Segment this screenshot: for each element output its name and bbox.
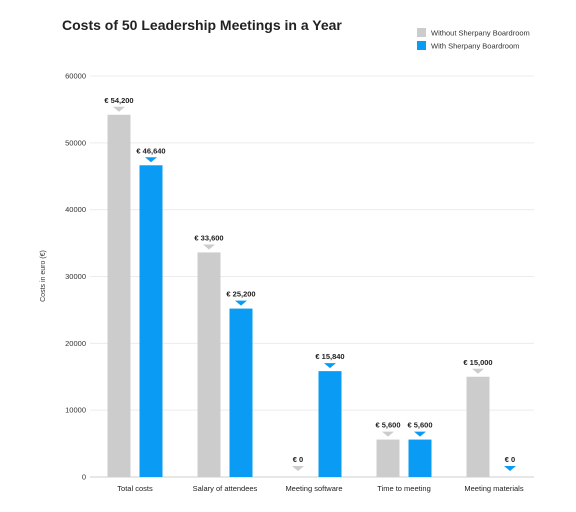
gridlines — [90, 75, 534, 478]
value-marker — [145, 157, 157, 163]
data-label: € 0 — [505, 455, 515, 464]
bar — [139, 165, 163, 477]
x-axis-categories: Total costs Salary of attendees Meeting so… — [117, 484, 524, 493]
x-category-label: Salary of attendees — [193, 484, 258, 493]
y-tick-label: 30000 — [65, 272, 86, 281]
legend-swatch-with — [417, 41, 426, 50]
bar — [318, 371, 342, 477]
x-category-label: Time to meeting — [377, 484, 431, 493]
y-tick-label: 0 — [82, 473, 86, 482]
y-tick-label: 40000 — [65, 205, 86, 214]
value-marker — [203, 244, 215, 250]
data-label: € 46,640 — [136, 146, 165, 155]
value-marker — [113, 106, 125, 112]
legend: Without Sherpany Boardroom With Sherpany… — [417, 28, 530, 51]
chart-title: Costs of 50 Leadership Meetings in a Yea… — [62, 17, 342, 33]
y-tick-label: 10000 — [65, 406, 86, 415]
bar — [408, 439, 432, 477]
data-label: € 54,200 — [104, 96, 133, 105]
value-marker — [414, 431, 426, 437]
y-tick-label: 60000 — [65, 72, 86, 81]
y-axis-ticks: 0 10000 20000 30000 40000 50000 60000 — [65, 72, 86, 482]
y-tick-label: 20000 — [65, 339, 86, 348]
legend-label-without: Without Sherpany Boardroom — [431, 29, 530, 38]
legend-swatch-without — [417, 28, 426, 37]
x-category-label: Meeting materials — [464, 484, 523, 493]
data-label: € 33,600 — [194, 233, 223, 242]
data-label: € 15,840 — [315, 352, 344, 361]
value-marker — [235, 300, 247, 306]
data-label: € 25,200 — [226, 290, 255, 299]
bars: € 54,200 € 46,640 € 33,600 € 25,200 € 0 € 15,… — [104, 96, 516, 477]
value-marker — [472, 368, 484, 374]
y-axis-label: Costs in euro (€) — [40, 250, 47, 302]
bar — [466, 376, 490, 477]
data-label: € 5,600 — [407, 421, 432, 430]
value-marker — [292, 466, 304, 471]
bar — [229, 308, 253, 477]
value-marker — [324, 363, 336, 369]
bar — [107, 114, 131, 477]
data-label: € 0 — [293, 455, 303, 464]
bar — [197, 252, 221, 477]
x-category-label: Total costs — [117, 484, 153, 493]
bar — [376, 439, 400, 477]
x-category-label: Meeting software — [285, 484, 342, 493]
value-marker — [382, 431, 394, 437]
data-label: € 15,000 — [463, 358, 492, 367]
legend-label-with: With Sherpany Boardroom — [431, 42, 519, 51]
data-label: € 5,600 — [375, 421, 400, 430]
y-tick-label: 50000 — [65, 138, 86, 147]
value-marker — [504, 466, 516, 471]
